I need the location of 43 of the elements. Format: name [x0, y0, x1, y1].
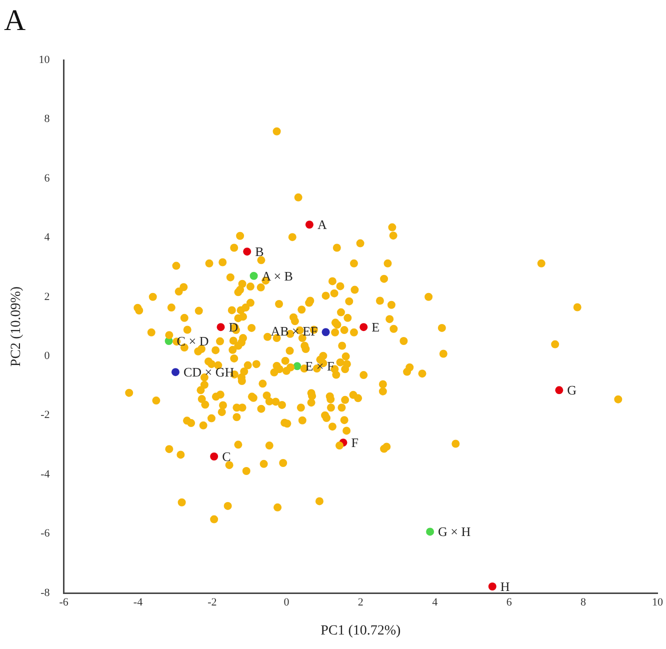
annotation: F — [351, 434, 358, 450]
point — [426, 528, 434, 536]
annotation: G × H — [438, 524, 471, 540]
annotation: H — [500, 578, 510, 594]
x-tick-label: 0 — [284, 596, 290, 608]
y-tick-label: 2 — [44, 290, 50, 303]
x-tick-label: 8 — [580, 596, 587, 608]
x-tick-label: 2 — [358, 596, 364, 608]
y-tick-label: 4 — [44, 232, 50, 244]
x-tick-label: -4 — [133, 596, 144, 608]
annotation: B — [255, 244, 264, 260]
y-tick-label: 0 — [44, 350, 50, 362]
point — [305, 220, 314, 229]
y-tick-label: -8 — [40, 586, 50, 599]
annotation: E — [372, 320, 380, 335]
x-axis-title: PC1 (10.72%) — [320, 623, 402, 638]
point — [171, 368, 180, 376]
y-tick-label: -2 — [40, 409, 50, 422]
y-tick-label: -4 — [40, 468, 50, 480]
point — [250, 272, 258, 280]
x-tick-label: -6 — [59, 596, 69, 608]
annotation: G — [567, 382, 577, 398]
y-tick-label: 10 — [38, 54, 50, 66]
chart-title: A — [4, 4, 26, 37]
x-tick-label: 4 — [432, 596, 438, 608]
y-tick-label: 6 — [44, 172, 50, 184]
annotation: CD × GH — [183, 364, 234, 380]
y-axis-title: PC2 (10.09%) — [9, 286, 24, 367]
x-tick-label: -2 — [208, 596, 217, 608]
point — [488, 582, 496, 590]
annotation: A — [317, 217, 328, 232]
point — [216, 323, 225, 332]
point — [293, 362, 302, 370]
x-tick-label: 10 — [652, 596, 664, 608]
point — [555, 386, 564, 394]
x-tick-label: 6 — [506, 596, 512, 608]
point — [243, 248, 252, 256]
annotation: C — [222, 448, 231, 464]
point — [210, 452, 218, 460]
y-tick-label: 8 — [44, 113, 50, 126]
y-tick-label: -6 — [40, 528, 50, 540]
point — [360, 323, 368, 332]
point — [322, 328, 330, 336]
